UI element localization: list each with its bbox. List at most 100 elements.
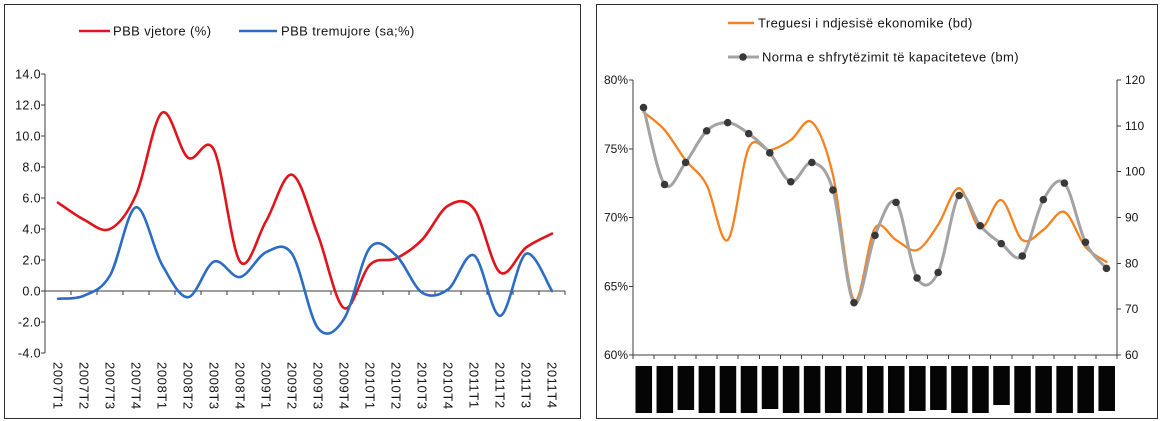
data-point-norma-e-shfrytezimit-te-kapaciteteve-bm bbox=[850, 298, 858, 307]
left-y-tick-label: 60% bbox=[604, 348, 628, 362]
right-y-tick-label: 70 bbox=[1125, 302, 1139, 316]
x-tick-label: 2007T1 bbox=[51, 362, 66, 410]
data-point-norma-e-shfrytezimit-te-kapaciteteve-bm bbox=[892, 198, 900, 207]
obscured-category-label bbox=[951, 366, 968, 413]
obscured-category-label bbox=[1014, 366, 1031, 413]
data-point-norma-e-shfrytezimit-te-kapaciteteve-bm bbox=[702, 127, 711, 135]
obscured-category-label bbox=[972, 366, 989, 413]
obscured-category-label bbox=[930, 366, 947, 410]
left-chart-plot-area bbox=[56, 111, 554, 335]
right-chart-legend: Treguesi i ndjesisë ekonomike (bd) Norma… bbox=[728, 16, 1019, 65]
x-tick-label: 2010T2 bbox=[389, 362, 404, 410]
data-point-norma-e-shfrytezimit-te-kapaciteteve-bm bbox=[681, 158, 690, 167]
left-y-tick-label: 80% bbox=[604, 73, 628, 87]
obscured-category-label bbox=[656, 366, 674, 413]
data-point-norma-e-shfrytezimit-te-kapaciteteve-bm bbox=[913, 274, 921, 282]
obscured-category-label bbox=[1035, 366, 1052, 413]
left-y-tick-label: 75% bbox=[604, 142, 628, 156]
x-tick-label: 2010T3 bbox=[415, 362, 430, 410]
obscured-category-label bbox=[1077, 366, 1094, 413]
y-tick-label: 8.0 bbox=[22, 160, 41, 174]
obscured-category-label bbox=[740, 366, 758, 413]
obscured-category-label bbox=[782, 366, 800, 413]
y-tick-label: 10.0 bbox=[15, 129, 41, 143]
left-chart-frame bbox=[4, 4, 581, 419]
x-tick-label: 2009T1 bbox=[259, 362, 274, 410]
data-point-norma-e-shfrytezimit-te-kapaciteteve-bm bbox=[787, 177, 795, 186]
x-tick-label: 2007T3 bbox=[103, 362, 118, 410]
right-chart-plot-area bbox=[639, 103, 1111, 307]
obscured-category-label bbox=[824, 366, 842, 413]
x-tick-label: 2008T2 bbox=[181, 362, 196, 410]
data-point-norma-e-shfrytezimit-te-kapaciteteve-bm bbox=[1102, 264, 1111, 273]
x-tick-label: 2009T4 bbox=[337, 362, 352, 410]
obscured-category-label bbox=[845, 366, 863, 413]
y-tick-label: -4.0 bbox=[18, 346, 41, 360]
x-tick-label: 2008T1 bbox=[155, 362, 170, 410]
right-y-tick-label: 90 bbox=[1125, 211, 1139, 225]
x-tick-label: 2011T2 bbox=[493, 362, 508, 409]
obscured-category-label bbox=[993, 366, 1010, 405]
obscured-category-label bbox=[719, 366, 737, 413]
obscured-category-label bbox=[888, 366, 905, 413]
x-tick-label: 2011T4 bbox=[545, 362, 560, 409]
data-point-norma-e-shfrytezimit-te-kapaciteteve-bm bbox=[871, 231, 879, 240]
obscured-category-label bbox=[1098, 366, 1115, 411]
data-point-norma-e-shfrytezimit-te-kapaciteteve-bm bbox=[976, 221, 985, 230]
series-line-pbb-vjetore bbox=[56, 111, 554, 310]
x-tick-label: 2009T3 bbox=[311, 362, 326, 410]
x-tick-label: 2010T1 bbox=[363, 362, 378, 410]
x-tick-label: 2011T3 bbox=[519, 362, 534, 409]
data-point-norma-e-shfrytezimit-te-kapaciteteve-bm bbox=[723, 118, 732, 127]
data-point-norma-e-shfrytezimit-te-kapaciteteve-bm bbox=[1081, 238, 1090, 247]
y-tick-label: 14.0 bbox=[15, 67, 41, 81]
data-point-norma-e-shfrytezimit-te-kapaciteteve-bm bbox=[829, 186, 837, 194]
right-y-tick-label: 100 bbox=[1125, 165, 1145, 179]
data-point-norma-e-shfrytezimit-te-kapaciteteve-bm bbox=[808, 158, 816, 167]
left-chart-axes: 14.0 12.0 10.0 8.0 6.0 4.0 2.0 0.0 -2.0 -4.0 2007T… bbox=[15, 67, 566, 410]
x-tick-label: 2008T4 bbox=[233, 362, 248, 410]
data-point-norma-e-shfrytezimit-te-kapaciteteve-bm bbox=[955, 191, 963, 200]
right-y-tick-label: 110 bbox=[1125, 119, 1144, 133]
x-tick-label: 2009T2 bbox=[285, 362, 300, 410]
x-tick-label: 2007T4 bbox=[129, 362, 144, 410]
gdp-growth-chart: PBB vjetore (%) PBB tremujore (sa;%) 14.… bbox=[4, 4, 581, 419]
data-point-norma-e-shfrytezimit-te-kapaciteteve-bm bbox=[660, 180, 669, 189]
right-y-tick-label: 60 bbox=[1125, 348, 1139, 362]
right-chart-axes: 80% 75% 70% 65% 60% 120 110 100 90 80 70 60 bbox=[604, 73, 1145, 413]
right-y-tick-label: 80 bbox=[1125, 256, 1139, 270]
right-y-tick-label: 120 bbox=[1125, 73, 1145, 87]
obscured-category-label bbox=[635, 366, 653, 413]
legend-label-pbb-vjetore: PBB vjetore (%) bbox=[113, 24, 211, 39]
legend-label-pbb-tremujore: PBB tremujore (sa;%) bbox=[281, 24, 415, 39]
data-point-norma-e-shfrytezimit-te-kapaciteteve-bm bbox=[1039, 195, 1048, 204]
left-y-tick-label: 65% bbox=[604, 279, 628, 293]
sentiment-capacity-chart: Treguesi i ndjesisë ekonomike (bd) Norma… bbox=[596, 4, 1158, 419]
y-tick-label: -2.0 bbox=[18, 315, 41, 329]
data-point-norma-e-shfrytezimit-te-kapaciteteve-bm bbox=[1018, 252, 1027, 260]
legend-label-treguesi-ndjesise: Treguesi i ndjesisë ekonomike (bd) bbox=[758, 16, 973, 31]
legend-marker-norma-shfrytezimit bbox=[739, 53, 747, 61]
obscured-category-label bbox=[761, 366, 779, 409]
y-tick-label: 4.0 bbox=[22, 222, 41, 236]
obscured-category-label bbox=[698, 366, 716, 413]
data-point-norma-e-shfrytezimit-te-kapaciteteve-bm bbox=[744, 129, 753, 138]
data-point-norma-e-shfrytezimit-te-kapaciteteve-bm bbox=[934, 268, 942, 277]
data-point-norma-e-shfrytezimit-te-kapaciteteve-bm bbox=[639, 103, 648, 112]
obscured-category-label bbox=[803, 366, 821, 413]
y-tick-label: 6.0 bbox=[22, 191, 41, 205]
obscured-category-label bbox=[677, 366, 695, 410]
left-y-tick-label: 70% bbox=[604, 211, 628, 225]
data-point-norma-e-shfrytezimit-te-kapaciteteve-bm bbox=[997, 239, 1006, 248]
obscured-category-label bbox=[866, 366, 884, 413]
x-tick-label: 2010T4 bbox=[441, 362, 456, 410]
obscured-category-label bbox=[1056, 366, 1073, 413]
series-line-treguesi-i-ndjesise-ekonomike-bd bbox=[642, 110, 1108, 302]
y-tick-label: 0.0 bbox=[22, 284, 41, 298]
right-chart-frame bbox=[596, 4, 1158, 419]
x-tick-label: 2011T1 bbox=[467, 362, 482, 409]
x-tick-label: 2007T2 bbox=[77, 362, 92, 410]
y-tick-label: 12.0 bbox=[15, 98, 41, 112]
x-tick-label: 2008T3 bbox=[207, 362, 222, 410]
